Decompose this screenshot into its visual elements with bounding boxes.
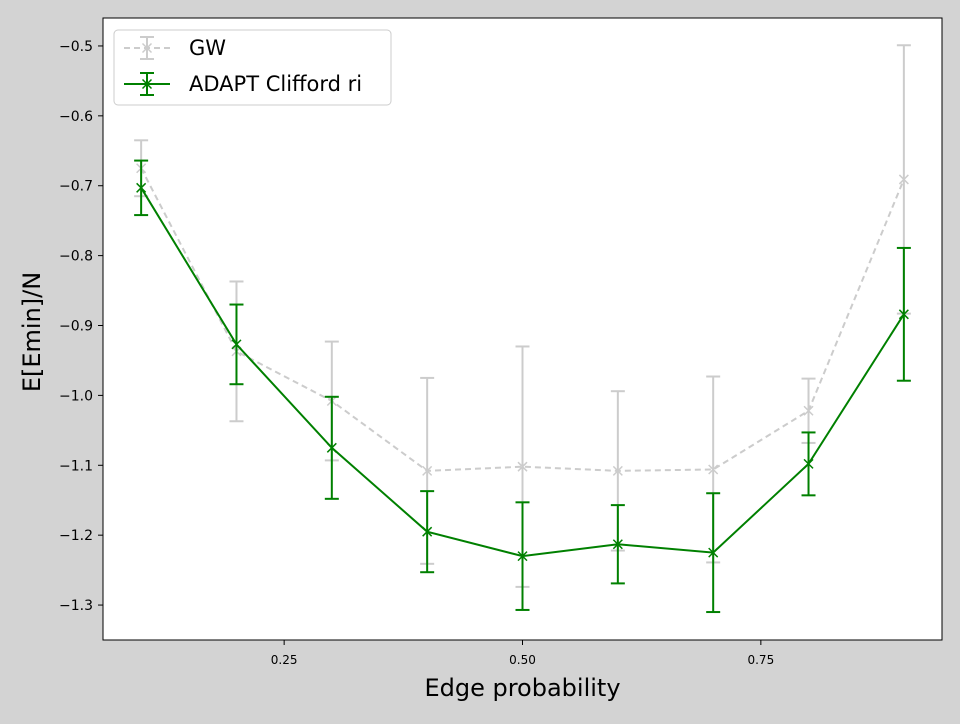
legend-entry: GW [124, 36, 226, 60]
x-axis-label: Edge probability [424, 674, 620, 702]
legend-marker [141, 78, 153, 90]
data-point [136, 182, 147, 193]
data-point [612, 465, 623, 476]
legend-label: GW [189, 36, 226, 60]
legend-entry: ADAPT Clifford ri [124, 72, 362, 96]
data-point [708, 547, 719, 558]
legend-marker [141, 42, 153, 54]
data-point [803, 405, 814, 416]
y-tick-label: −0.5 [59, 39, 93, 55]
y-tick-label: −1.2 [59, 528, 93, 544]
y-tick-label: −0.8 [59, 249, 93, 265]
x-tick-label: 0.25 [271, 653, 298, 667]
data-point [326, 442, 337, 453]
legend: GW ADAPT Clifford ri [113, 29, 392, 106]
legend-label: ADAPT Clifford ri [189, 72, 362, 96]
data-point [231, 339, 242, 350]
x-tick-label: 0.75 [747, 653, 774, 667]
series-line [140, 167, 905, 472]
data-point [708, 464, 719, 475]
y-axis-label: E[Emin]/N [18, 272, 46, 392]
series-layer [134, 44, 911, 614]
data-point [422, 465, 433, 476]
data-point [803, 458, 814, 469]
x-tick-label: 0.50 [509, 653, 536, 667]
y-tick-label: −1.1 [59, 458, 93, 474]
data-point [612, 539, 623, 550]
y-tick-label: −1.3 [59, 598, 93, 614]
y-tick-label: −0.6 [59, 109, 93, 125]
x-axis: 0.25 0.50 0.75 [271, 640, 774, 667]
data-point [898, 309, 909, 320]
data-point [422, 526, 433, 537]
series-adapt-clifford-ri [134, 159, 911, 614]
y-tick-label: −1.0 [59, 388, 93, 404]
data-point [517, 461, 528, 472]
y-axis: −1.3 −1.2 −1.1 −1.0 −0.9 −0.8 −0.7 −0.6 −0.5 [59, 39, 103, 614]
y-tick-label: −0.7 [59, 179, 93, 195]
legend-frame [113, 29, 392, 106]
data-point [517, 551, 528, 562]
data-point [898, 174, 909, 185]
y-tick-label: −0.9 [59, 319, 93, 335]
